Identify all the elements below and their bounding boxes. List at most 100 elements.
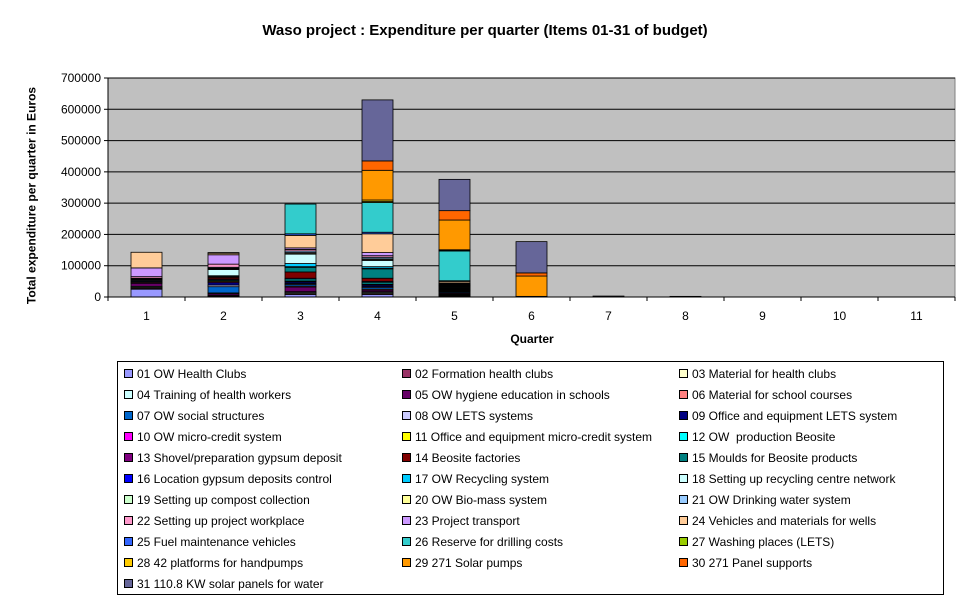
bar-segment xyxy=(438,250,471,282)
legend-swatch xyxy=(679,411,688,420)
legend-item: 28 42 platforms for handpumps xyxy=(124,552,303,573)
legend-label: 13 Shovel/preparation gypsum deposit xyxy=(137,450,342,465)
legend-item: 25 Fuel maintenance vehicles xyxy=(124,531,296,552)
legend-swatch xyxy=(679,474,688,483)
bar-segment xyxy=(515,272,548,277)
x-tick-label: 9 xyxy=(759,309,766,323)
legend-swatch xyxy=(124,432,133,441)
y-tick-label: 100000 xyxy=(61,259,101,273)
bar-segment xyxy=(515,275,548,297)
legend-label: 02 Formation health clubs xyxy=(415,366,554,381)
legend-label: 15 Moulds for Beosite products xyxy=(692,450,858,465)
bar-segment xyxy=(130,267,163,278)
legend-swatch xyxy=(402,537,411,546)
x-tick-label: 5 xyxy=(451,309,458,323)
legend-label: 28 42 platforms for handpumps xyxy=(137,555,304,570)
bar-segment xyxy=(284,266,317,273)
legend-label: 07 OW social structures xyxy=(137,408,265,423)
legend-item: 10 OW micro-credit system xyxy=(124,426,282,447)
x-tick-label: 4 xyxy=(374,309,381,323)
legend-label: 24 Vehicles and materials for wells xyxy=(692,513,877,528)
legend-item: 29 271 Solar pumps xyxy=(402,552,522,573)
legend-label: 16 Location gypsum deposits control xyxy=(137,471,332,486)
legend-item: 17 OW Recycling system xyxy=(402,468,549,489)
bar-segment xyxy=(361,160,394,171)
bar-segment xyxy=(515,241,548,274)
bar-segment xyxy=(438,210,471,221)
legend-item: 21 OW Drinking water system xyxy=(679,489,851,510)
legend-label: 25 Fuel maintenance vehicles xyxy=(137,534,296,549)
legend-label: 23 Project transport xyxy=(415,513,520,528)
bar-segment xyxy=(438,219,471,251)
x-tick-label: 1 xyxy=(143,309,150,323)
legend-item: 27 Washing places (LETS) xyxy=(679,531,834,552)
chart-title: Waso project : Expenditure per quarter (… xyxy=(262,22,708,39)
legend-item: 03 Material for health clubs xyxy=(679,363,836,384)
legend-item: 04 Training of health workers xyxy=(124,384,291,405)
legend-label: 20 OW Bio-mass system xyxy=(415,492,548,507)
legend-item: 20 OW Bio-mass system xyxy=(402,489,547,510)
y-axis-label: Total expenditure per quarter in Euros xyxy=(24,86,39,305)
legend-label: 03 Material for health clubs xyxy=(692,366,837,381)
legend-swatch xyxy=(402,369,411,378)
legend-label: 10 OW micro-credit system xyxy=(137,429,282,444)
bar-segment xyxy=(361,252,394,257)
bar-segment xyxy=(284,263,317,268)
y-axis-label-wrap: Total expenditure per quarter in Euros xyxy=(12,87,39,304)
y-tick-label: 200000 xyxy=(61,227,101,241)
y-tick-label: 300000 xyxy=(61,196,101,210)
bar-segment xyxy=(207,252,240,254)
bar-segment xyxy=(284,234,317,249)
bar-segment xyxy=(284,286,317,293)
bar-segment xyxy=(130,251,163,269)
legend-swatch xyxy=(679,432,688,441)
legend: 01 OW Health Clubs 02 Formation health cl… xyxy=(117,361,944,595)
x-tick-label: 8 xyxy=(682,309,689,323)
bar-segment xyxy=(207,286,240,294)
bar-segment xyxy=(130,288,163,298)
legend-swatch xyxy=(124,369,133,378)
legend-label: 01 OW Health Clubs xyxy=(137,366,247,381)
legend-swatch xyxy=(124,474,133,483)
legend-item: 08 OW LETS systems xyxy=(402,405,533,426)
legend-item: 22 Setting up project workplace xyxy=(124,510,304,531)
legend-swatch xyxy=(402,390,411,399)
legend-item: 14 Beosite factories xyxy=(402,447,520,468)
legend-item: 16 Location gypsum deposits control xyxy=(124,468,332,489)
legend-swatch xyxy=(124,453,133,462)
legend-label: 11 Office and equipment micro-credit sys… xyxy=(415,429,652,444)
y-tick-labels: 0 100000 200000 300000 400000 500000 600000 700… xyxy=(61,71,101,304)
legend-swatch xyxy=(402,453,411,462)
legend-item: 30 271 Panel supports xyxy=(679,552,812,573)
x-tick-label: 2 xyxy=(220,309,227,323)
bar-segment xyxy=(361,169,394,201)
legend-label: 05 OW hygiene education in schools xyxy=(415,387,610,402)
legend-swatch xyxy=(124,579,133,588)
y-tick-label: 600000 xyxy=(61,102,101,116)
legend-item: 12 OW production Beosite xyxy=(679,426,835,447)
bar-segment xyxy=(284,203,317,235)
legend-swatch xyxy=(402,432,411,441)
legend-swatch xyxy=(679,453,688,462)
legend-label: 22 Setting up project workplace xyxy=(137,513,305,528)
legend-item: 23 Project transport xyxy=(402,510,520,531)
legend-swatch xyxy=(679,495,688,504)
legend-swatch xyxy=(402,516,411,525)
legend-label: 09 Office and equipment LETS system xyxy=(692,408,898,423)
legend-label: 29 271 Solar pumps xyxy=(415,555,523,570)
legend-swatch xyxy=(124,537,133,546)
legend-label: 26 Reserve for drilling costs xyxy=(415,534,564,549)
legend-item: 19 Setting up compost collection xyxy=(124,489,310,510)
legend-item: 26 Reserve for drilling costs xyxy=(402,531,563,552)
legend-swatch xyxy=(679,558,688,567)
x-axis-label: Quarter xyxy=(510,332,554,346)
legend-label: 21 OW Drinking water system xyxy=(692,492,851,507)
legend-item: 05 OW hygiene education in schools xyxy=(402,384,610,405)
legend-label: 14 Beosite factories xyxy=(415,450,521,465)
legend-swatch xyxy=(124,390,133,399)
legend-item: 31 110.8 KW solar panels for water xyxy=(124,573,324,594)
x-tick-label: 7 xyxy=(605,309,612,323)
legend-item: 06 Material for school courses xyxy=(679,384,852,405)
y-tick-label: 400000 xyxy=(61,165,101,179)
legend-item: 13 Shovel/preparation gypsum deposit xyxy=(124,447,342,468)
